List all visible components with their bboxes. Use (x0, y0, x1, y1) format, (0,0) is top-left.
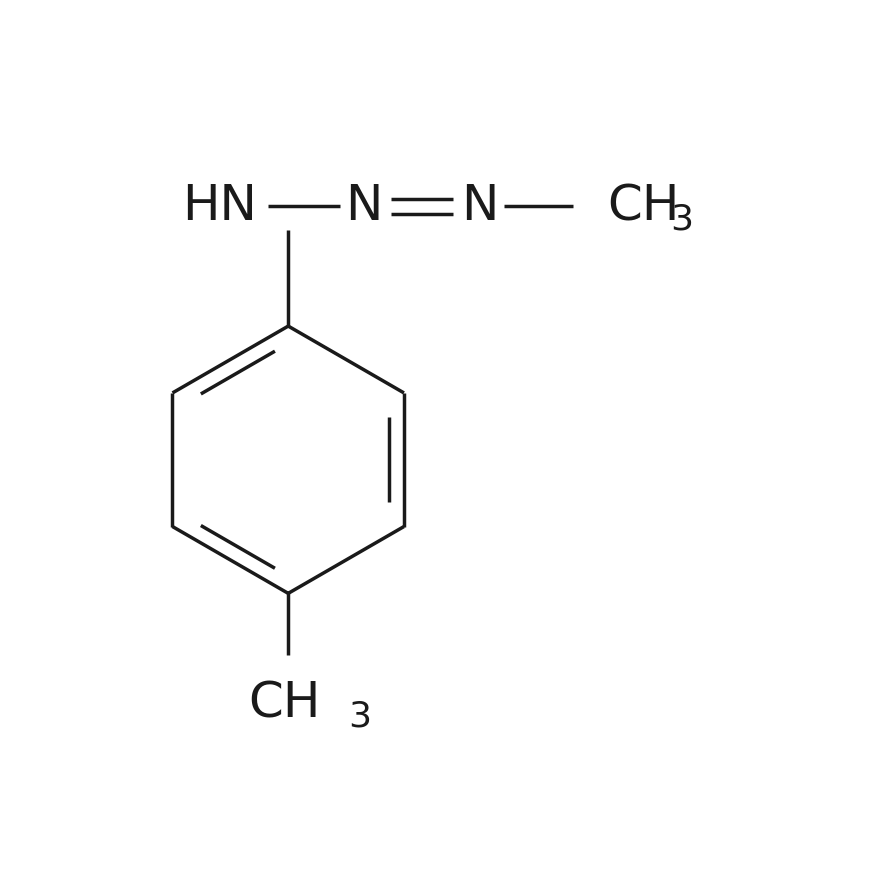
Text: CH: CH (248, 679, 321, 727)
Text: CH: CH (607, 182, 679, 231)
Text: HN: HN (182, 182, 257, 231)
Text: N: N (345, 182, 383, 231)
Text: N: N (461, 182, 498, 231)
Text: 3: 3 (348, 700, 371, 733)
Text: 3: 3 (670, 203, 693, 237)
